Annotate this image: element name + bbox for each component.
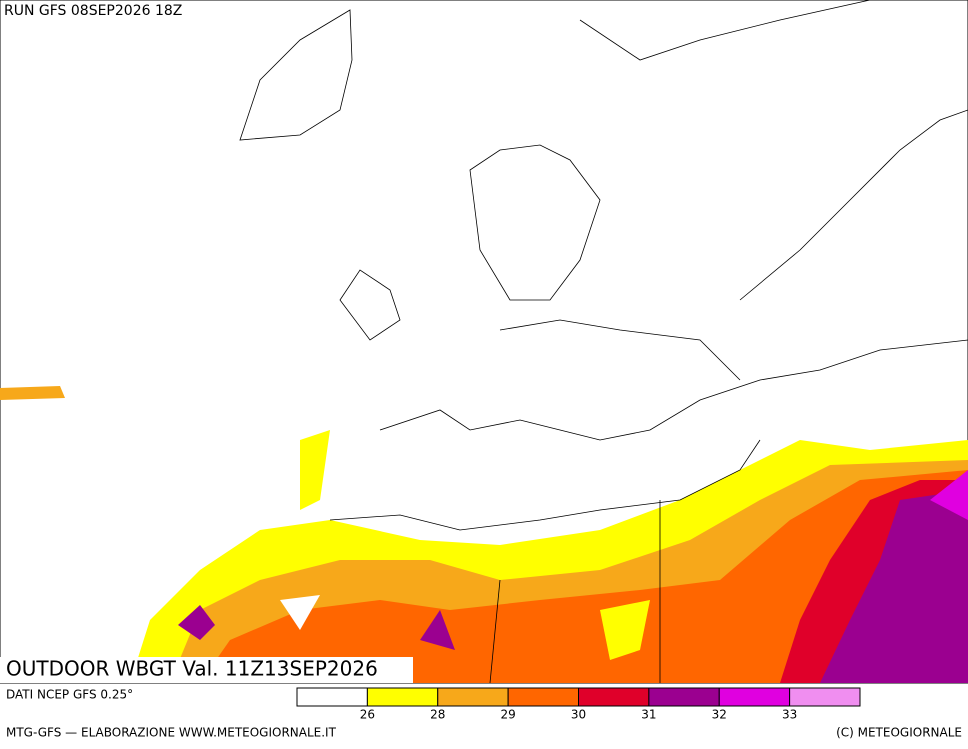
- legend-swatch: [507, 687, 579, 707]
- legend-swatch: [578, 687, 650, 707]
- legend-tick-label: 31: [641, 708, 656, 722]
- legend-swatch: [789, 687, 861, 707]
- map-title: OUTDOOR WBGT Val. 11Z13SEP2026: [6, 657, 378, 681]
- legend-tick-label: 28: [430, 708, 445, 722]
- source-label: DATI NCEP GFS 0.25°: [6, 688, 133, 702]
- footer-right: (C) METEOGIORNALE: [836, 726, 962, 740]
- wbgt-field: [0, 386, 968, 683]
- title-box: [0, 657, 413, 683]
- legend-tick-label: 29: [500, 708, 515, 722]
- footer-left: MTG-GFS — ELABORAZIONE WWW.METEOGIORNALE…: [6, 726, 337, 740]
- legend-swatch: [296, 687, 368, 707]
- legend-tick-label: 30: [571, 708, 586, 722]
- color-legend: 26 28 29 30 31 32 33: [296, 687, 861, 722]
- legend-tick-label: 26: [360, 708, 375, 722]
- legend-swatch: [366, 687, 439, 707]
- legend-swatch: [648, 687, 720, 707]
- run-label: RUN GFS 08SEP2026 18Z: [4, 3, 182, 19]
- legend-tick-label: 32: [712, 708, 727, 722]
- coastlines: [239, 0, 968, 684]
- legend-tick-label: 33: [782, 708, 797, 722]
- legend-swatch: [437, 687, 509, 707]
- legend-swatch: [718, 687, 791, 707]
